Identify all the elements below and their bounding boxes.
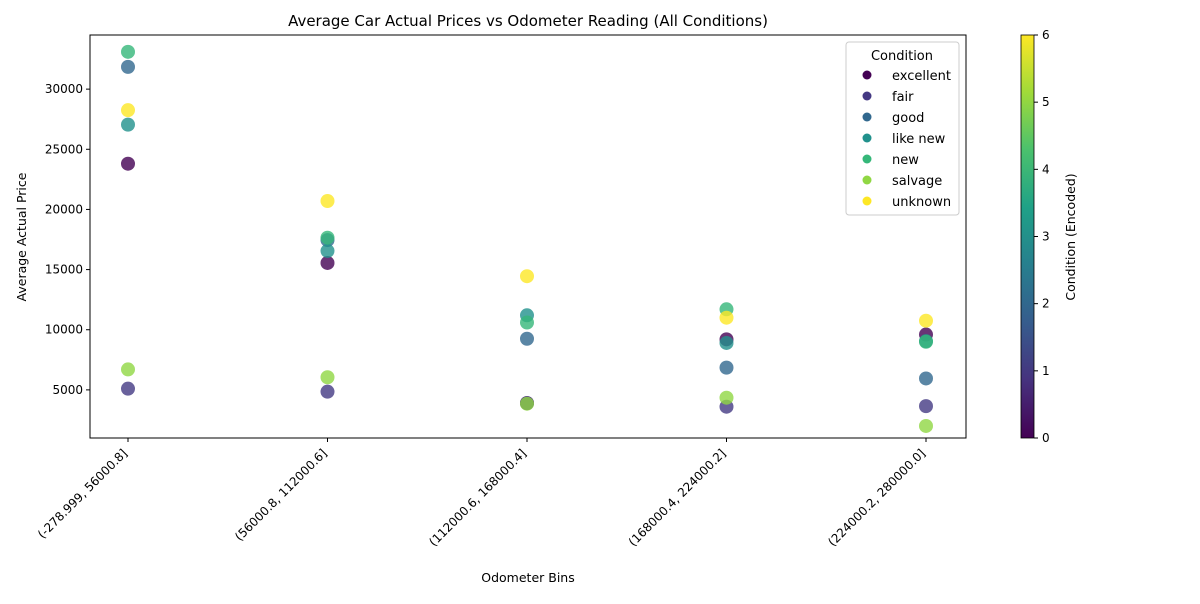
x-tick-label: (168000.4, 224000.2]	[626, 446, 729, 549]
data-point-like-new	[320, 243, 335, 258]
data-point-salvage	[520, 396, 534, 411]
data-point-excellent	[320, 255, 335, 270]
chart-title: Average Car Actual Prices vs Odometer Re…	[288, 12, 768, 30]
colorbar-tick-label: 3	[1042, 230, 1050, 244]
colorbar-tick-label: 4	[1042, 162, 1050, 176]
data-point-new	[320, 230, 335, 245]
data-point-unknown	[320, 194, 335, 209]
x-axis-ticks: (-278.999, 56000.8] (56000.8, 112000.6] (1…	[35, 438, 928, 549]
colorbar-label: Condition (Encoded)	[1063, 173, 1078, 300]
data-point-new	[919, 334, 933, 349]
colorbar-ticks: 0 1 2 3 4 5 6	[1034, 28, 1050, 445]
y-tick-label: 30000	[45, 82, 83, 96]
colorbar: 0 1 2 3 4 5 6 Condition (Encoded)	[1020, 28, 1078, 445]
data-point-fair	[919, 399, 933, 414]
x-tick-label: (112000.6, 168000.4]	[426, 446, 529, 549]
y-axis-ticks: 5000 10000 15000 20000 25000 30000	[45, 82, 90, 397]
colorbar-tick-label: 5	[1042, 95, 1050, 109]
data-point-like-new	[121, 117, 135, 132]
data-point-excellent	[121, 156, 135, 171]
data-point-unknown	[520, 269, 534, 284]
legend-marker	[862, 91, 872, 101]
y-tick-label: 20000	[45, 202, 83, 216]
legend-label: new	[892, 153, 919, 168]
x-tick-label: (-278.999, 56000.8]	[35, 446, 130, 541]
y-tick-label: 10000	[45, 323, 83, 337]
points-layer	[121, 44, 933, 433]
legend-label: like new	[892, 132, 946, 147]
data-point-unknown	[121, 103, 135, 118]
legend-title: Condition	[871, 49, 933, 64]
x-axis-label: Odometer Bins	[481, 570, 574, 585]
data-point-salvage	[320, 370, 335, 385]
data-point-salvage	[121, 362, 135, 377]
y-tick-label: 5000	[52, 383, 83, 397]
x-tick-label: (224000.2, 280000.0]	[825, 446, 928, 549]
colorbar-tick-label: 6	[1042, 28, 1050, 42]
legend-items: excellent fair good like new new salvage unkno…	[862, 69, 951, 210]
data-point-new	[121, 44, 135, 59]
data-point-salvage	[719, 390, 734, 405]
y-tick-label: 25000	[45, 142, 83, 156]
legend-marker	[862, 175, 872, 185]
colorbar-tick-label: 2	[1042, 297, 1050, 311]
legend-marker	[862, 133, 872, 143]
data-point-good	[121, 59, 135, 74]
legend-label: unknown	[892, 195, 951, 210]
legend-label: good	[892, 111, 924, 126]
data-point-good	[919, 371, 933, 386]
y-axis-label: Average Actual Price	[14, 172, 29, 301]
legend-marker	[862, 112, 872, 122]
legend-label: fair	[892, 90, 914, 105]
legend-label: excellent	[892, 69, 951, 84]
colorbar-fill	[1020, 34, 1035, 439]
data-point-fair	[121, 381, 135, 396]
legend-label: salvage	[892, 174, 942, 189]
data-point-like-new	[719, 335, 734, 350]
data-point-fair	[320, 384, 335, 399]
legend: Condition excellent fair good like new new sa…	[845, 41, 960, 216]
x-tick-label: (56000.8, 112000.6]	[232, 446, 329, 543]
legend-marker	[862, 196, 872, 206]
data-point-unknown	[719, 310, 734, 325]
legend-marker	[862, 154, 872, 164]
y-tick-label: 15000	[45, 263, 83, 277]
data-point-unknown	[919, 313, 933, 328]
data-point-good	[520, 331, 534, 346]
plot-area: 5000 10000 15000 20000 25000 30000 (-278.999,…	[35, 34, 967, 549]
data-point-good	[719, 360, 734, 375]
colorbar-tick-label: 0	[1042, 431, 1050, 445]
legend-box	[845, 41, 960, 216]
data-point-salvage	[919, 418, 933, 433]
legend-marker	[862, 70, 872, 80]
colorbar-tick-label: 1	[1042, 364, 1050, 378]
data-point-new	[520, 315, 534, 330]
plot-frame	[89, 34, 967, 439]
